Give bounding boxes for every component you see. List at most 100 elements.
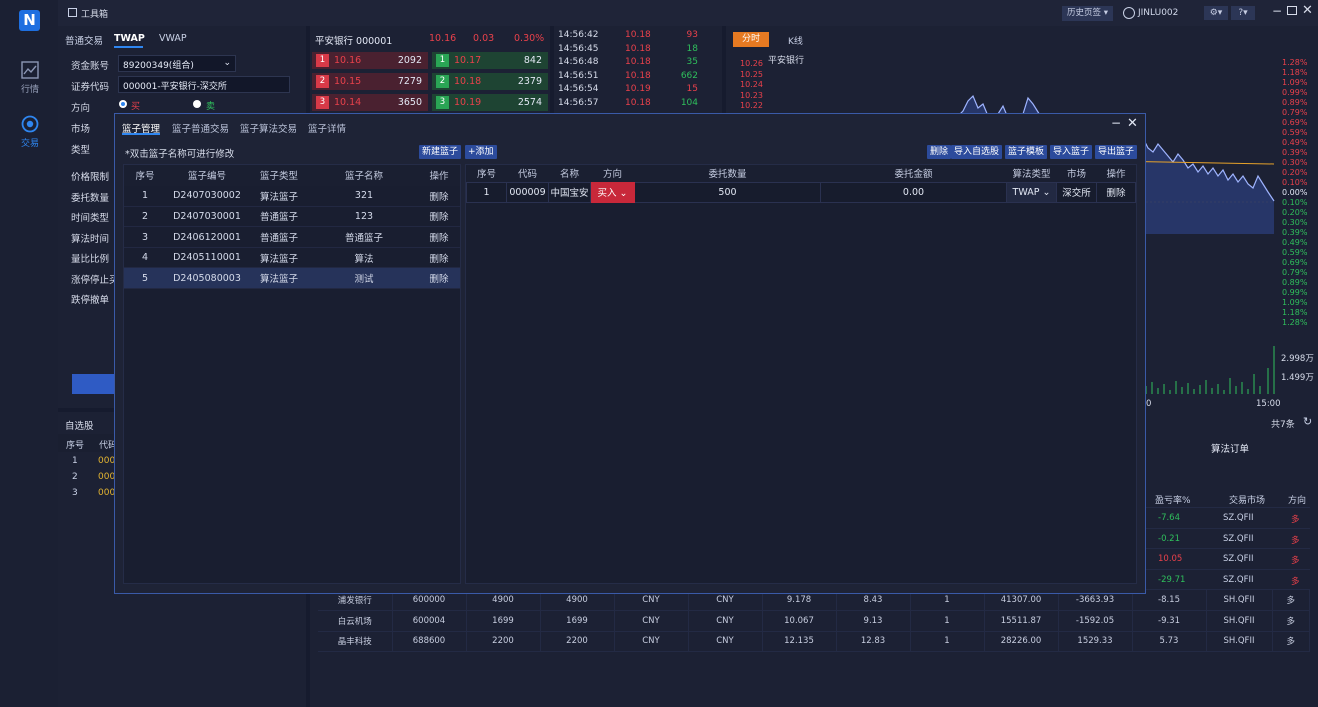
basket-template-button[interactable]: 篮子模板 — [1005, 145, 1048, 159]
col-pnl-rate: 盈亏率% — [1155, 496, 1191, 506]
close-icon[interactable]: ✕ — [1302, 3, 1313, 18]
top-bar: 工具箱 历史页签 ▾ JINLU002 ⚙▾ ?▾ − ✕ — [58, 0, 1318, 26]
sell-level-3[interactable]: 3 10.14 3650 — [312, 94, 428, 111]
tab-intraday[interactable]: 分时 — [733, 32, 769, 47]
limit-up-stop-label: 涨停停止买 — [71, 275, 119, 286]
tab-kline[interactable]: K线 — [788, 37, 803, 47]
direction-select[interactable]: 买入 ⌄ — [590, 181, 635, 203]
watchlist-row[interactable]: 3 000 — [72, 488, 116, 498]
delete-button[interactable]: 删除 — [927, 145, 952, 159]
delete-link[interactable]: 删除 — [418, 226, 460, 248]
restore-icon[interactable] — [1287, 6, 1297, 15]
chevron-down-icon: ⌄ — [619, 188, 628, 199]
price-axis: 10.26 10.25 10.24 10.23 10.22 — [740, 59, 763, 112]
watchlist-title: 自选股 — [65, 421, 94, 432]
sell-volume: 3650 — [397, 97, 422, 108]
basket-table-header: 序号 篮子编号 篮子类型 篮子名称 操作 — [124, 165, 460, 186]
tab-normal-trade[interactable]: 普通交易 — [65, 36, 104, 47]
nav-quotes-label: 行情 — [20, 85, 39, 95]
quantity-label: 委托数量 — [71, 193, 110, 204]
app-title[interactable]: 工具箱 — [81, 10, 109, 20]
nav-trade[interactable]: 交易 — [10, 115, 50, 149]
delete-item-button[interactable]: 删除 — [1096, 181, 1136, 203]
order-row[interactable]: 白云机场 600004 1699 1699 CNY CNY 10.067 9.13 1 15511… — [318, 610, 1310, 632]
quote-price: 10.16 — [429, 33, 457, 44]
basket-modal: 篮子管理 篮子普通交易 篮子算法交易 篮子详情 − ✕ *双击篮子名称可进行修改… — [114, 113, 1146, 594]
tab-basket-algo[interactable]: 篮子算法交易 — [240, 124, 298, 135]
sell-label: 卖 — [206, 102, 216, 112]
tab-basket-detail[interactable]: 篮子详情 — [308, 124, 347, 135]
toolbox-icon[interactable] — [68, 8, 77, 17]
algo-type-value: TWAP — [1012, 186, 1040, 198]
volume-ratio-label: 量比比例 — [71, 254, 110, 265]
sell-level-2[interactable]: 2 10.15 7279 — [312, 73, 428, 90]
account-value: 89200349(组合) — [123, 61, 194, 71]
tab-vwap[interactable]: VWAP — [159, 33, 187, 44]
basket-row[interactable]: 3 D2406120001 普通篮子 普通篮子 删除 — [124, 226, 460, 248]
basket-row[interactable]: 1 D2407030002 算法篮子 321 删除 — [124, 185, 460, 207]
sell-level-badge: 3 — [316, 96, 329, 109]
algo-type-select[interactable]: TWAP ⌄ — [1006, 181, 1057, 203]
order-count: 共7条 — [1271, 420, 1295, 430]
delete-link[interactable]: 删除 — [418, 206, 460, 228]
basket-item-row[interactable]: 1 000009 中国宝安 买入 ⌄ 500 0.00 TWAP ⌄ 深交所 删… — [466, 181, 1136, 203]
left-nav: N 行情 交易 — [0, 0, 58, 707]
basket-row[interactable]: 4 D2405110001 算法篮子 算法 删除 — [124, 247, 460, 269]
basket-row-selected[interactable]: 5 D2405080003 算法篮子 测试 删除 — [124, 267, 460, 290]
quote-pct: 0.30% — [514, 33, 545, 44]
code-input[interactable]: 000001-平安银行-深交所 — [118, 76, 290, 93]
history-tabs-button[interactable]: 历史页签 ▾ — [1062, 6, 1113, 21]
refresh-icon[interactable]: ↻ — [1303, 415, 1313, 428]
quantity-field[interactable]: 500 — [634, 181, 821, 203]
code-value: 000001-平安银行-深交所 — [123, 82, 227, 92]
tab-basket-normal[interactable]: 篮子普通交易 — [172, 124, 230, 135]
modal-close-icon[interactable]: ✕ — [1127, 116, 1138, 131]
col-index: 序号 — [66, 441, 85, 451]
sell-price: 10.14 — [334, 97, 362, 108]
quote-title: 平安银行 000001 — [315, 36, 393, 47]
user-name[interactable]: JINLU002 — [1138, 8, 1179, 18]
modal-minimize-icon[interactable]: − — [1111, 116, 1122, 130]
delete-link[interactable]: 删除 — [418, 185, 460, 207]
sell-level-1[interactable]: 1 10.16 2092 — [312, 52, 428, 69]
basket-row[interactable]: 2 D2407030001 普通篮子 123 删除 — [124, 206, 460, 228]
add-button[interactable]: +添加 — [465, 145, 497, 159]
tab-basket-manage[interactable]: 篮子管理 — [122, 124, 161, 135]
nav-quotes[interactable]: 行情 — [10, 61, 50, 95]
watchlist-row[interactable]: 1 000 — [72, 456, 116, 466]
delete-link[interactable]: 删除 — [418, 247, 460, 269]
price-tick: 10.24 — [740, 80, 763, 89]
user-avatar-icon[interactable] — [1123, 7, 1135, 19]
chevron-down-icon: ⌄ — [223, 58, 231, 68]
settings-icon[interactable]: ⚙▾ — [1204, 6, 1228, 20]
buy-level-2[interactable]: 2 10.18 2379 — [432, 73, 548, 90]
new-basket-button[interactable]: 新建篮子 — [419, 145, 462, 159]
account-select[interactable]: 89200349(组合) ⌄ — [118, 55, 236, 72]
import-basket-button[interactable]: 导入篮子 — [1050, 145, 1093, 159]
import-watchlist-button[interactable]: 导入自选股 — [951, 145, 1003, 159]
quote-change: 0.03 — [473, 33, 495, 44]
buy-price: 10.18 — [454, 76, 482, 87]
order-row[interactable]: 晶丰科技 688600 2200 2200 CNY CNY 12.135 12.83 1 2822… — [318, 631, 1310, 652]
account-label: 资金账号 — [71, 61, 110, 72]
export-basket-button[interactable]: 导出篮子 — [1095, 145, 1138, 159]
minimize-icon[interactable]: − — [1272, 4, 1283, 18]
watchlist-row[interactable]: 2 000 — [72, 472, 116, 482]
amount-field[interactable]: 0.00 — [820, 181, 1007, 203]
delete-link[interactable]: 删除 — [418, 267, 460, 290]
sell-volume: 7279 — [397, 76, 422, 87]
buy-radio[interactable] — [119, 100, 127, 108]
order-row[interactable]: 浦发银行 600000 4900 4900 CNY CNY 9.178 8.43 1 41307.… — [318, 590, 1310, 611]
help-icon[interactable]: ?▾ — [1231, 6, 1255, 20]
buy-level-3[interactable]: 3 10.19 2574 — [432, 94, 548, 111]
tab-twap[interactable]: TWAP — [114, 33, 145, 44]
buy-level-badge: 2 — [436, 75, 449, 88]
price-tick: 10.25 — [740, 69, 763, 79]
basket-list-pane: 序号 篮子编号 篮子类型 篮子名称 操作 1 D2407030002 算法篮子 321 删除 2… — [123, 164, 461, 584]
x-axis-end: 15:00 — [1256, 399, 1281, 409]
sell-radio[interactable] — [193, 100, 201, 108]
buy-level-1[interactable]: 1 10.17 842 — [432, 52, 548, 69]
limit-down-cancel-label: 跌停撤单 — [71, 295, 110, 306]
code-label: 证券代码 — [71, 82, 110, 93]
time-type-label: 时间类型 — [71, 213, 110, 224]
